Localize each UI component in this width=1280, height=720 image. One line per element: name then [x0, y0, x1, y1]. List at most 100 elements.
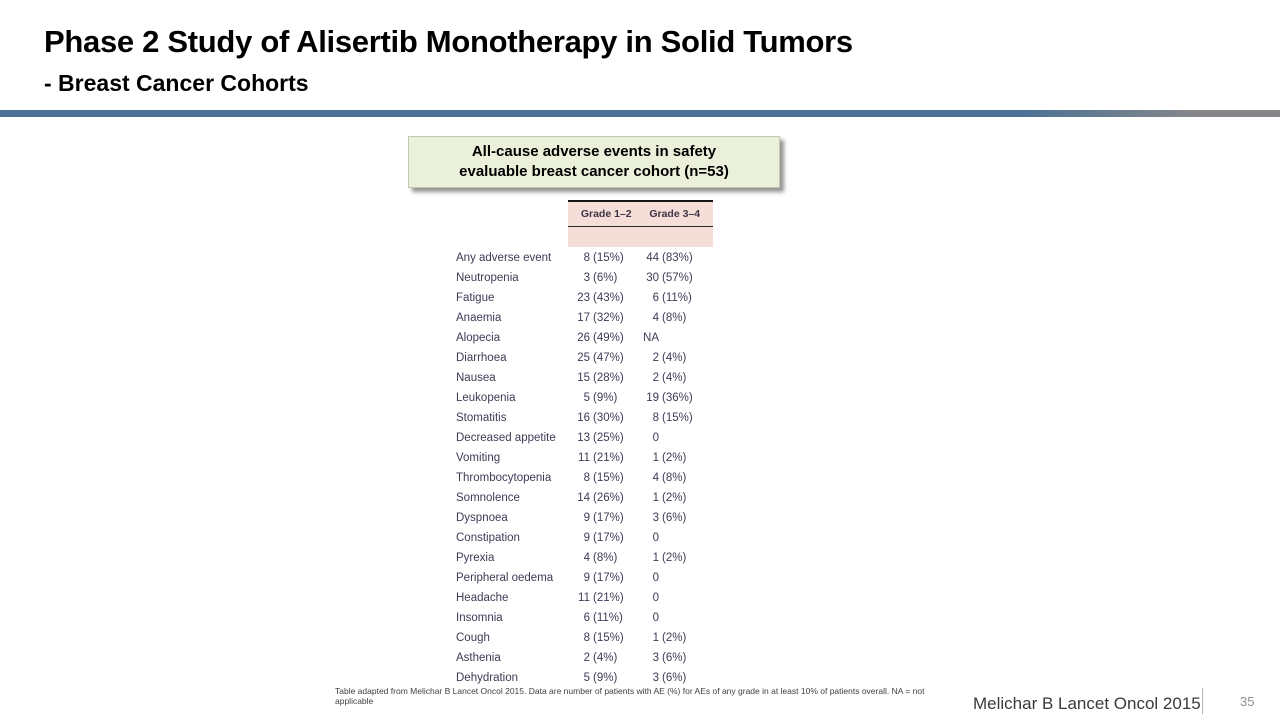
- table-row: Fatigue 23 (43%) 6 (11%): [456, 288, 693, 308]
- ae-table-body: Any adverse event 8 (15%) 44 (83%) Neutropeni…: [456, 248, 693, 688]
- table-row: Headache 11 (21%) 0: [456, 588, 693, 608]
- ae-value-number: 4: [652, 472, 659, 484]
- ae-value-number: 4: [652, 312, 659, 324]
- table-row: Neutropenia 3 (6%) 30 (57%): [456, 268, 693, 288]
- page-number: 35: [1240, 694, 1255, 709]
- table-row: Stomatitis 16 (30%) 8 (15%): [456, 408, 693, 428]
- ae-row-label: Thrombocytopenia: [456, 472, 552, 484]
- ae-value-percent: (6%): [662, 512, 687, 524]
- ae-value-percent: (15%): [593, 472, 624, 484]
- ae-value-percent: (4%): [593, 652, 618, 664]
- table-row: Thrombocytopenia 8 (15%) 4 (8%): [456, 468, 693, 488]
- ae-row-label: Fatigue: [456, 292, 495, 304]
- table-row: Diarrhoea 25 (47%) 2 (4%): [456, 348, 693, 368]
- ae-value-percent: (28%): [593, 372, 624, 384]
- ae-row-label: Dyspnoea: [456, 512, 508, 524]
- ae-value-percent: (6%): [662, 672, 687, 684]
- table-row: Cough 8 (15%) 1 (2%): [456, 628, 693, 648]
- ae-row-label: Dehydration: [456, 672, 519, 684]
- ae-value-number: 25: [577, 352, 590, 364]
- ae-row-label: Cough: [456, 632, 490, 644]
- ae-row-label: Pyrexia: [456, 552, 495, 564]
- ae-value-percent: (2%): [662, 492, 687, 504]
- ae-value-number: 11: [578, 452, 590, 464]
- ae-value-percent: (26%): [593, 492, 624, 504]
- table-row: Dehydration 5 (9%) 3 (6%): [456, 668, 693, 688]
- ae-value-number: 0: [652, 532, 659, 544]
- table-header: Grade 1–2 Grade 3–4: [568, 200, 713, 247]
- ae-value-number: 1: [652, 552, 659, 564]
- ae-value-number: 1: [652, 452, 659, 464]
- ae-row-label: Nausea: [456, 372, 496, 384]
- ae-value-number: 8: [583, 252, 590, 264]
- ae-value-percent: (15%): [593, 632, 624, 644]
- ae-value-percent: (57%): [662, 272, 693, 284]
- ae-row-label: Peripheral oedema: [456, 572, 554, 584]
- table-row: Peripheral oedema 9 (17%) 0: [456, 568, 693, 588]
- ae-row-label: Vomiting: [456, 452, 501, 464]
- ae-value-percent: (8%): [662, 312, 687, 324]
- column-header-grade12: Grade 1–2: [580, 208, 632, 220]
- ae-value-number: NA: [643, 332, 659, 344]
- ae-value-number: 15: [577, 372, 590, 384]
- table-row: Vomiting 11 (21%) 1 (2%): [456, 448, 693, 468]
- ae-value-percent: (17%): [593, 532, 624, 544]
- ae-value-number: 14: [577, 492, 590, 504]
- ae-value-number: 3: [652, 652, 659, 664]
- ae-value-number: 8: [583, 632, 590, 644]
- table-header-labels: Grade 1–2 Grade 3–4: [568, 202, 713, 227]
- ae-row-label: Constipation: [456, 532, 520, 544]
- table-row: Pyrexia 4 (8%) 1 (2%): [456, 548, 693, 568]
- ae-value-percent: (2%): [662, 632, 687, 644]
- table-row: Anaemia 17 (32%) 4 (8%): [456, 308, 693, 328]
- ae-value-number: 9: [583, 532, 590, 544]
- column-header-grade34: Grade 3–4: [649, 208, 701, 220]
- ae-value-number: 2: [652, 372, 659, 384]
- ae-value-percent: (21%): [593, 452, 624, 464]
- ae-value-number: 2: [583, 652, 590, 664]
- ae-value-percent: (21%): [593, 592, 624, 604]
- table-row: Alopecia 26 (49%) NA: [456, 328, 693, 348]
- ae-value-number: 0: [652, 572, 659, 584]
- ae-value-number: 0: [652, 432, 659, 444]
- ae-value-number: 6: [652, 292, 659, 304]
- table-row: Insomnia 6 (11%) 0: [456, 608, 693, 628]
- callout-text: All-cause adverse events in safety evalu…: [459, 142, 729, 180]
- table-row: Nausea 15 (28%) 2 (4%): [456, 368, 693, 388]
- ae-value-percent: (4%): [662, 372, 687, 384]
- ae-row-label: Alopecia: [456, 332, 501, 344]
- ae-row-label: Decreased appetite: [456, 432, 556, 444]
- ae-value-number: 9: [583, 572, 590, 584]
- ae-value-percent: (30%): [593, 412, 624, 424]
- ae-value-percent: (9%): [593, 392, 618, 404]
- ae-value-percent: (15%): [662, 412, 693, 424]
- ae-row-label: Neutropenia: [456, 272, 519, 284]
- ae-value-percent: (9%): [593, 672, 618, 684]
- page-title: Phase 2 Study of Alisertib Monotherapy i…: [44, 24, 853, 59]
- ae-value-number: 11: [578, 592, 590, 604]
- header-divider: [0, 110, 1280, 117]
- ae-value-percent: (83%): [662, 252, 693, 264]
- ae-value-percent: (32%): [593, 312, 624, 324]
- ae-value-percent: (25%): [593, 432, 624, 444]
- ae-value-percent: (15%): [593, 252, 624, 264]
- ae-value-percent: (6%): [593, 272, 618, 284]
- ae-value-number: 3: [583, 272, 590, 284]
- table-row: Decreased appetite 13 (25%) 0: [456, 428, 693, 448]
- table-row: Asthenia 2 (4%) 3 (6%): [456, 648, 693, 668]
- ae-value-percent: (17%): [593, 512, 624, 524]
- ae-value-number: 8: [583, 472, 590, 484]
- ae-row-label: Anaemia: [456, 312, 502, 324]
- table-footnote: Table adapted from Melichar B Lancet Onc…: [335, 686, 925, 706]
- ae-value-number: 13: [577, 432, 590, 444]
- footer-divider: [1202, 688, 1203, 714]
- ae-value-percent: (4%): [662, 352, 687, 364]
- ae-value-number: 16: [577, 412, 590, 424]
- ae-row-label: Diarrhoea: [456, 352, 507, 364]
- callout-box: All-cause adverse events in safety evalu…: [408, 136, 780, 188]
- ae-value-number: 19: [646, 392, 659, 404]
- ae-value-percent: (43%): [593, 292, 624, 304]
- ae-value-percent: (17%): [593, 572, 624, 584]
- table-row: Constipation 9 (17%) 0: [456, 528, 693, 548]
- ae-value-number: 0: [652, 592, 659, 604]
